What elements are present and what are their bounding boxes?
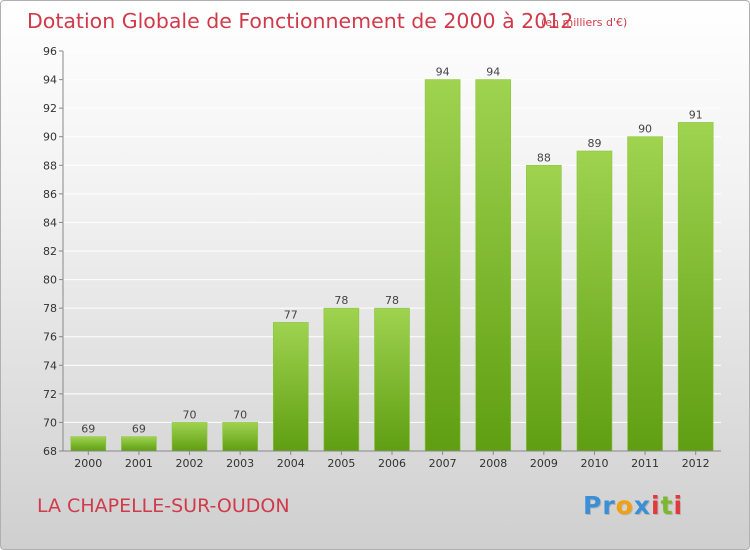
bar xyxy=(627,136,663,452)
bar xyxy=(70,436,107,452)
bar-value-label: 69 xyxy=(132,423,146,436)
logo-letter: x xyxy=(633,491,651,520)
y-tick-label: 70 xyxy=(43,416,57,429)
x-tick-label: 2006 xyxy=(378,457,406,470)
y-tick-label: 82 xyxy=(43,245,57,258)
x-tick-label: 2002 xyxy=(176,457,204,470)
chart-title: Dotation Globale de Fonctionnement de 20… xyxy=(27,9,574,33)
bar xyxy=(475,79,512,452)
bar-value-label: 77 xyxy=(284,308,298,321)
x-tick-label: 2005 xyxy=(327,457,355,470)
bar-value-label: 90 xyxy=(638,123,652,136)
bar xyxy=(323,307,360,452)
bar xyxy=(526,164,562,452)
bar-value-label: 70 xyxy=(183,408,197,421)
x-tick-label: 2003 xyxy=(226,457,254,470)
bar-value-label: 91 xyxy=(689,108,703,121)
y-tick-label: 78 xyxy=(43,302,57,315)
bar xyxy=(677,122,714,452)
y-tick-label: 76 xyxy=(43,331,57,344)
y-tick-label: 88 xyxy=(43,159,57,172)
y-tick-label: 92 xyxy=(43,102,57,115)
bar xyxy=(171,422,208,452)
bar-value-label: 69 xyxy=(81,423,95,436)
chart-unit-label: (en milliers d'€) xyxy=(541,16,628,29)
logo-letter: i xyxy=(651,491,661,520)
logo-letter: r xyxy=(602,491,616,520)
bar-value-label: 94 xyxy=(486,66,500,79)
bar-value-label: 94 xyxy=(436,66,450,79)
x-tick-label: 2007 xyxy=(429,457,457,470)
x-tick-label: 2000 xyxy=(74,457,102,470)
proxiti-logo[interactable]: Proxiti xyxy=(583,491,683,520)
y-tick-label: 84 xyxy=(43,216,57,229)
y-tick-label: 94 xyxy=(43,74,57,87)
bars xyxy=(70,79,714,452)
bar xyxy=(121,436,157,452)
bar xyxy=(424,79,461,452)
x-tick-label: 2008 xyxy=(479,457,507,470)
y-tick-label: 90 xyxy=(43,131,57,144)
x-tick-label: 2004 xyxy=(277,457,305,470)
y-tick-label: 74 xyxy=(43,359,57,372)
x-tick-label: 2011 xyxy=(631,457,659,470)
axes xyxy=(59,50,721,455)
y-tick-label: 80 xyxy=(43,274,57,287)
bar-value-label: 78 xyxy=(334,294,348,307)
bar xyxy=(576,150,613,452)
x-tick-label: 2010 xyxy=(580,457,608,470)
logo-letter: o xyxy=(615,491,634,520)
bar xyxy=(272,322,309,452)
y-tick-label: 68 xyxy=(43,445,57,458)
logo-letter: t xyxy=(660,491,674,520)
bar-value-label: 89 xyxy=(587,137,601,150)
y-tick-label: 86 xyxy=(43,188,57,201)
bar-value-label: 88 xyxy=(537,151,551,164)
bar-value-label: 70 xyxy=(233,408,247,421)
logo-letter: P xyxy=(583,491,603,520)
y-tick-label: 72 xyxy=(43,388,57,401)
y-tick-label: 96 xyxy=(43,45,57,58)
bar xyxy=(222,422,258,452)
bar-value-label: 78 xyxy=(385,294,399,307)
labels: 68 70 72 74 76 78 80 82 84 86 88 90 92 94 96 69 2000 69 20… xyxy=(43,45,710,470)
logo-letter: i xyxy=(673,491,684,520)
x-tick-label: 2009 xyxy=(530,457,558,470)
x-tick-label: 2012 xyxy=(682,457,710,470)
commune-name: LA CHAPELLE-SUR-OUDON xyxy=(37,495,290,517)
bar xyxy=(374,307,410,452)
x-tick-label: 2001 xyxy=(125,457,153,470)
